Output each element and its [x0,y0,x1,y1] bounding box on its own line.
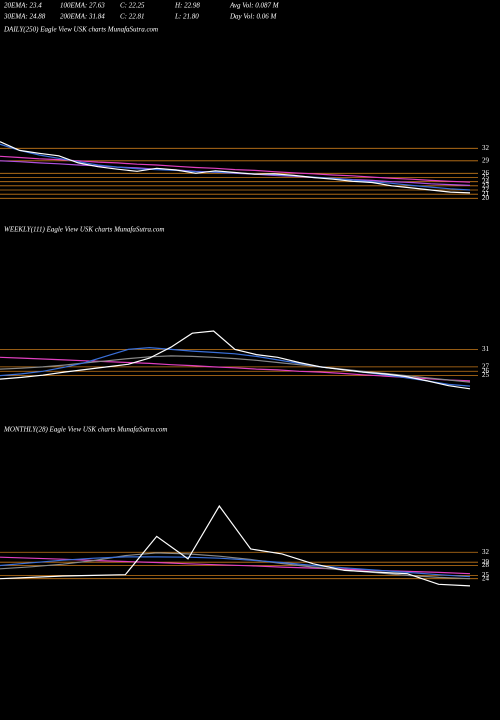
header-stat: 100EMA: 27.63 [60,2,105,10]
y-tick-label: 20 [482,194,490,202]
header-stat: Avg Vol: 0.087 M [229,2,280,10]
header-stat: 30EMA: 24.88 [3,13,46,21]
y-tick-label: 27 [482,362,490,370]
y-tick-label: 29 [482,156,490,164]
y-tick-label: 32 [482,144,490,152]
y-tick-label: 25 [482,571,490,579]
y-tick-label: 22 [482,186,490,194]
header-stat: 20EMA: 23.4 [4,2,42,10]
y-tick-label: 23 [482,181,490,189]
header-stat: C: 22.81 [120,13,145,21]
y-tick-label: 21 [482,190,490,198]
header-stat: 200EMA: 31.84 [60,13,105,21]
price-line [0,155,471,183]
header-stat: L: 21.80 [174,13,199,21]
header-stat: Day Vol: 0.06 M [229,13,277,21]
header-stat: H: 22.98 [174,2,200,10]
y-tick-label: 25 [482,173,490,181]
y-tick-label: 29 [482,558,490,566]
y-tick-label: 26 [482,169,490,177]
price-line [0,356,471,382]
y-tick-label: 26 [482,367,490,375]
y-tick-label: 31 [482,345,490,353]
price-line [0,141,471,194]
y-tick-label: 25 [482,371,490,379]
price-line [0,504,471,587]
y-tick-label: 24 [482,177,490,185]
y-tick-label: 32 [482,548,490,556]
price-line [0,143,471,191]
header-stat: C: 22.25 [120,2,145,10]
price-line [0,346,471,387]
price-line [0,330,471,390]
panel-title: DAILY(250) Eagle View USK charts MunafaS… [3,26,158,34]
price-line [0,556,471,578]
y-tick-label: 28 [482,561,490,569]
panel-title: MONTHLY(28) Eagle View USK charts Munafa… [3,426,167,434]
y-tick-label: 24 [482,574,490,582]
panel-title: WEEKLY(111) Eagle View USK charts Munafa… [4,226,164,234]
price-line [0,552,471,580]
